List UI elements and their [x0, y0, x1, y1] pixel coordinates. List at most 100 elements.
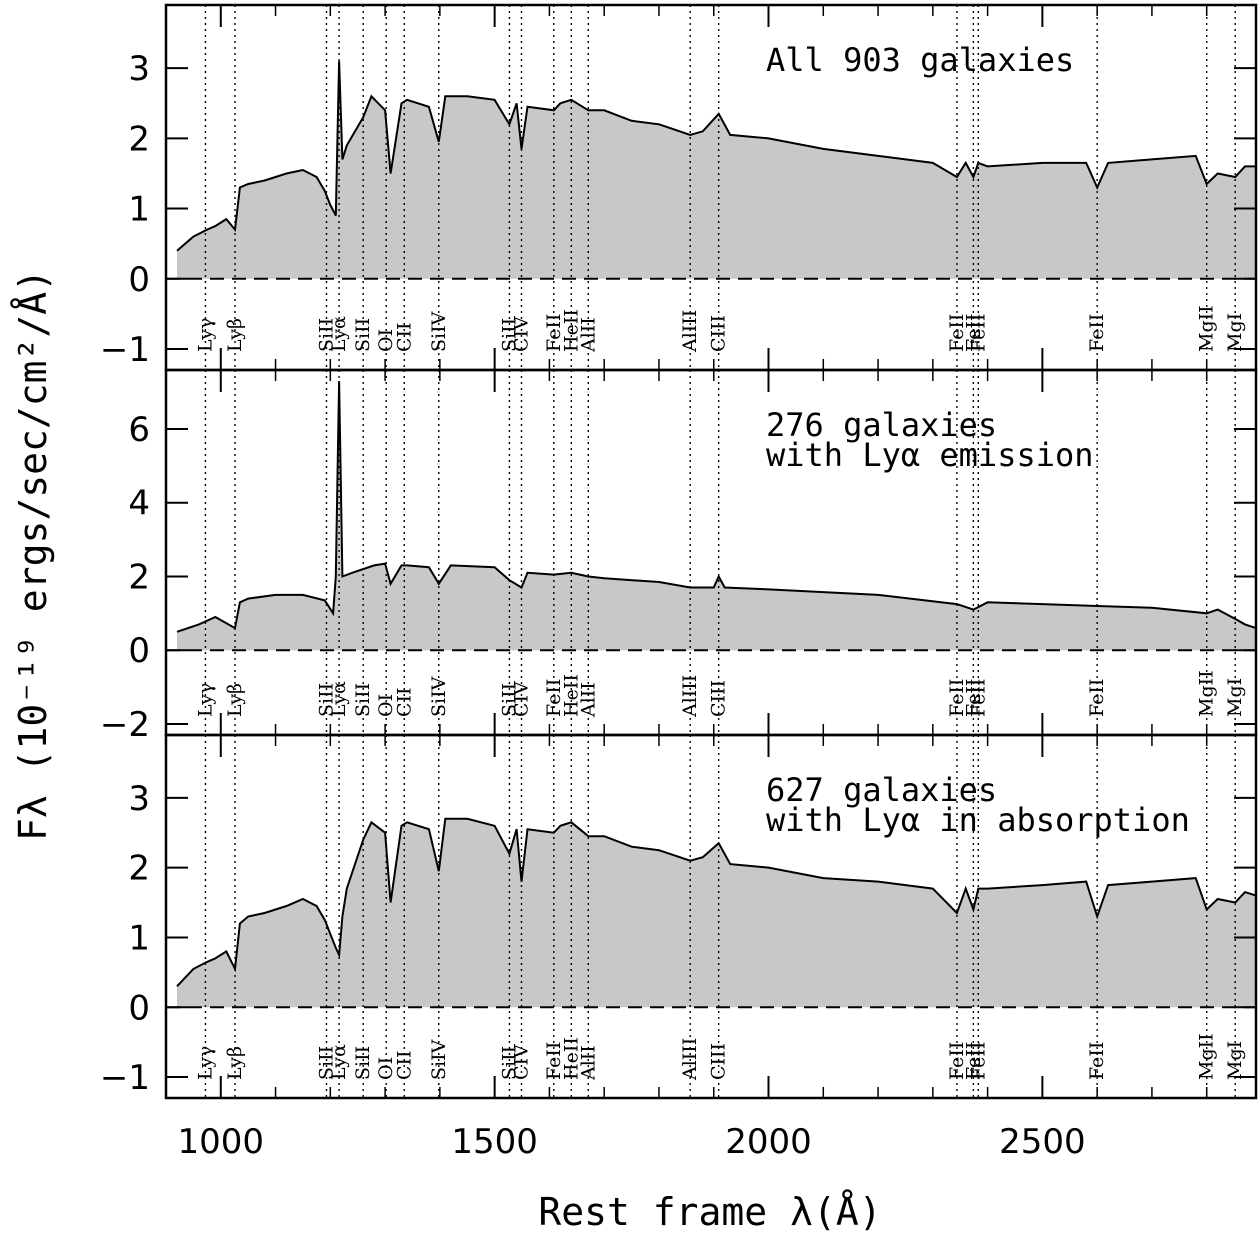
line-label-CII: CII: [393, 322, 415, 352]
line-label-MgI: MgI: [1224, 678, 1246, 717]
line-label-OI: OI: [375, 1057, 397, 1080]
line-label-SiIV: SiIV: [428, 311, 450, 352]
spectrum-fill: [177, 61, 1256, 279]
line-label-AlIII: AlIII: [679, 675, 701, 718]
line-label-AlII: AlII: [577, 317, 599, 353]
line-label-HeII: HeII: [560, 1037, 582, 1080]
line-label-SiIV: SiIV: [428, 1039, 450, 1080]
line-label-Lyβ: Lyβ: [224, 1046, 246, 1080]
line-label-Lyβ: Lyβ: [224, 318, 246, 352]
line-label-SiII: SiII: [352, 1046, 374, 1080]
y-tick-label: 2: [128, 119, 150, 159]
panel-frame: [164, 733, 1258, 1100]
x-axis-tick-labels: 1000 1500 2000 2500: [178, 1122, 1086, 1162]
line-label-FeII: FeII: [1086, 1042, 1108, 1080]
line-label-AlII: AlII: [577, 1045, 599, 1081]
panel-title: with Lyα in absorption: [766, 801, 1190, 839]
y-axis-title: Fλ (10⁻¹⁹ ergs/sec/cm²/Å): [11, 269, 55, 841]
line-label-AlIII: AlIII: [679, 1038, 701, 1081]
line-label-MgII: MgII: [1196, 305, 1218, 352]
line-label-Lyγ: Lyγ: [194, 318, 216, 352]
y-tick-label: 3: [128, 49, 150, 89]
line-label-FeII: FeII: [1086, 314, 1108, 352]
y-tick-label: 2: [128, 849, 150, 889]
y-tick-label: −1: [100, 330, 150, 370]
line-label-FeII: FeII: [946, 679, 968, 717]
line-label-SiII: SiII: [352, 683, 374, 717]
line-label-MgI: MgI: [1224, 313, 1246, 352]
line-label-SiII: SiII: [352, 318, 374, 352]
line-label-Lyβ: Lyβ: [224, 683, 246, 717]
line-label-Lyα: Lyα: [328, 1044, 350, 1080]
spectrum-fill: [177, 818, 1256, 1008]
spectrum-line: [176, 817, 1257, 987]
line-label-HeII: HeII: [560, 309, 582, 352]
line-label-SiII: SiII: [498, 683, 520, 717]
line-label-FeII: FeII: [967, 1042, 989, 1080]
y-tick-label: 1: [128, 190, 150, 230]
line-label-OI: OI: [375, 694, 397, 717]
line-label-Lyγ: Lyγ: [194, 683, 216, 717]
line-label-MgII: MgII: [1196, 670, 1218, 717]
line-label-FeII: FeII: [962, 1042, 984, 1080]
spectrum-fill: [177, 381, 1256, 651]
line-label-FeII: FeII: [1086, 679, 1108, 717]
line-label-HeII: HeII: [560, 674, 582, 717]
line-label-SiII: SiII: [498, 1046, 520, 1080]
x-axis-title: Rest frame λ(Å): [538, 1190, 881, 1234]
x-tick-label: 1500: [451, 1122, 538, 1162]
x-tick-label: 2000: [725, 1122, 812, 1162]
line-label-SiII: SiII: [498, 318, 520, 352]
line-label-MgII: MgII: [1196, 1033, 1218, 1080]
panel-title: 276 galaxies: [766, 406, 997, 444]
line-label-FeII: FeII: [543, 314, 565, 352]
line-label-FeII: FeII: [946, 314, 968, 352]
line-label-SiIV: SiIV: [428, 676, 450, 717]
y-tick-label: −2: [100, 705, 150, 745]
line-label-Lyγ: Lyγ: [194, 1046, 216, 1080]
spectrum-line: [176, 61, 1256, 252]
line-label-AlII: AlII: [577, 682, 599, 718]
y-tick-label: 0: [128, 260, 150, 300]
line-label-MgI: MgI: [1224, 1041, 1246, 1080]
line-label-CIV: CIV: [511, 681, 533, 717]
y-tick-label: −1: [100, 1058, 150, 1098]
y-tick-label: 0: [128, 631, 150, 671]
y-tick-label: 6: [128, 410, 150, 450]
line-label-AlIII: AlIII: [679, 310, 701, 353]
line-label-FeII: FeII: [543, 1042, 565, 1080]
y-tick-label: 3: [128, 779, 150, 819]
spectrum-line: [176, 381, 1257, 633]
x-tick-label: 1000: [178, 1122, 265, 1162]
line-label-CIII: CIII: [708, 680, 730, 717]
panel-title: All 903 galaxies: [766, 41, 1074, 79]
line-label-SiII: SiII: [316, 1046, 338, 1080]
y-tick-label: 1: [128, 918, 150, 958]
y-tick-label: 4: [128, 484, 150, 524]
line-label-OI: OI: [375, 329, 397, 352]
line-label-FeII: FeII: [946, 1042, 968, 1080]
line-label-FeII: FeII: [967, 679, 989, 717]
panel-title: 627 galaxies: [766, 771, 997, 809]
line-label-CIII: CIII: [708, 315, 730, 352]
line-label-CIII: CIII: [708, 1043, 730, 1080]
y-tick-label: 2: [128, 557, 150, 597]
line-label-CII: CII: [393, 687, 415, 717]
line-label-FeII: FeII: [543, 679, 565, 717]
panel-title: with Lyα emission: [766, 436, 1094, 474]
line-label-SiII: SiII: [316, 318, 338, 352]
line-label-Lyα: Lyα: [328, 316, 350, 352]
line-label-CIV: CIV: [511, 1044, 533, 1080]
x-tick-label: 2500: [999, 1122, 1086, 1162]
line-label-FeII: FeII: [967, 314, 989, 352]
y-tick-label: 0: [128, 988, 150, 1028]
line-label-CIV: CIV: [511, 316, 533, 352]
line-label-CII: CII: [393, 1050, 415, 1080]
line-label-SiII: SiII: [316, 683, 338, 717]
line-label-Lyα: Lyα: [328, 681, 350, 717]
